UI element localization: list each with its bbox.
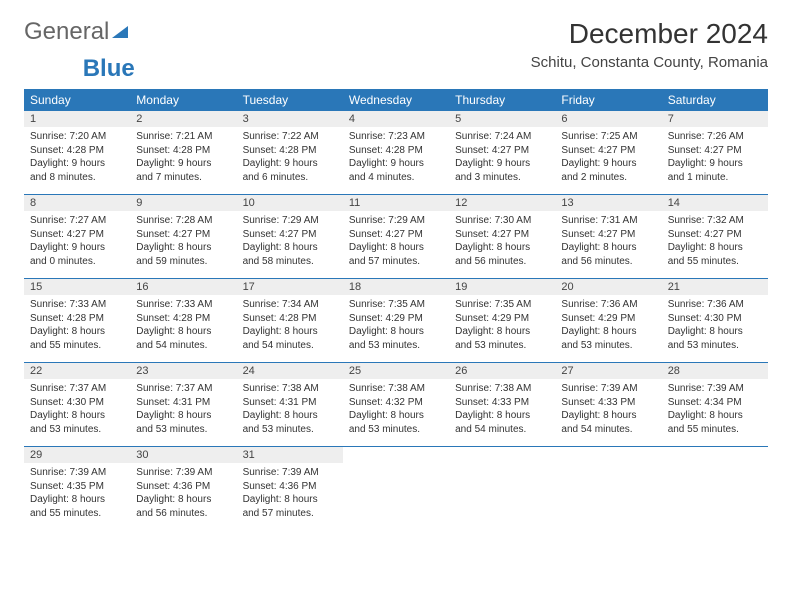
day-number-cell: 7 xyxy=(662,111,768,127)
day-detail-cell: Sunrise: 7:30 AMSunset: 4:27 PMDaylight:… xyxy=(449,211,555,279)
day-number-cell: 22 xyxy=(24,363,130,380)
dayhead-fri: Friday xyxy=(555,89,661,111)
day-detail-cell: Sunrise: 7:29 AMSunset: 4:27 PMDaylight:… xyxy=(237,211,343,279)
day-number-cell: 14 xyxy=(662,195,768,212)
week-number-row: 15161718192021 xyxy=(24,279,768,296)
month-title: December 2024 xyxy=(531,18,768,50)
day-detail-cell: Sunrise: 7:37 AMSunset: 4:31 PMDaylight:… xyxy=(130,379,236,447)
day-detail-cell: Sunrise: 7:38 AMSunset: 4:31 PMDaylight:… xyxy=(237,379,343,447)
day-detail-cell: Sunrise: 7:39 AMSunset: 4:33 PMDaylight:… xyxy=(555,379,661,447)
day-number-cell: 29 xyxy=(24,447,130,464)
day-detail-cell: Sunrise: 7:33 AMSunset: 4:28 PMDaylight:… xyxy=(24,295,130,363)
day-detail-cell: Sunrise: 7:32 AMSunset: 4:27 PMDaylight:… xyxy=(662,211,768,279)
day-number-cell xyxy=(343,447,449,464)
day-detail-cell xyxy=(555,463,661,530)
day-number-cell xyxy=(449,447,555,464)
week-detail-row: Sunrise: 7:39 AMSunset: 4:35 PMDaylight:… xyxy=(24,463,768,530)
day-detail-cell: Sunrise: 7:39 AMSunset: 4:36 PMDaylight:… xyxy=(237,463,343,530)
day-number-cell: 1 xyxy=(24,111,130,127)
day-detail-cell: Sunrise: 7:25 AMSunset: 4:27 PMDaylight:… xyxy=(555,127,661,195)
day-detail-cell: Sunrise: 7:31 AMSunset: 4:27 PMDaylight:… xyxy=(555,211,661,279)
day-number-cell: 10 xyxy=(237,195,343,212)
calendar-table: Sunday Monday Tuesday Wednesday Thursday… xyxy=(24,89,768,530)
day-number-cell: 17 xyxy=(237,279,343,296)
day-number-cell: 5 xyxy=(449,111,555,127)
day-number-cell xyxy=(662,447,768,464)
day-detail-cell xyxy=(449,463,555,530)
day-number-cell: 23 xyxy=(130,363,236,380)
day-number-cell: 8 xyxy=(24,195,130,212)
dayhead-mon: Monday xyxy=(130,89,236,111)
triangle-icon xyxy=(112,23,132,41)
calendar-body: 1234567Sunrise: 7:20 AMSunset: 4:28 PMDa… xyxy=(24,111,768,530)
day-detail-cell: Sunrise: 7:37 AMSunset: 4:30 PMDaylight:… xyxy=(24,379,130,447)
day-detail-cell: Sunrise: 7:26 AMSunset: 4:27 PMDaylight:… xyxy=(662,127,768,195)
day-header-row: Sunday Monday Tuesday Wednesday Thursday… xyxy=(24,89,768,111)
logo-text-general: General xyxy=(24,18,109,46)
day-number-cell: 3 xyxy=(237,111,343,127)
day-detail-cell: Sunrise: 7:27 AMSunset: 4:27 PMDaylight:… xyxy=(24,211,130,279)
day-number-cell: 11 xyxy=(343,195,449,212)
logo-text-blue: Blue xyxy=(83,55,135,82)
day-detail-cell: Sunrise: 7:38 AMSunset: 4:32 PMDaylight:… xyxy=(343,379,449,447)
day-detail-cell: Sunrise: 7:35 AMSunset: 4:29 PMDaylight:… xyxy=(449,295,555,363)
day-detail-cell: Sunrise: 7:39 AMSunset: 4:35 PMDaylight:… xyxy=(24,463,130,530)
day-detail-cell: Sunrise: 7:36 AMSunset: 4:30 PMDaylight:… xyxy=(662,295,768,363)
day-number-cell: 21 xyxy=(662,279,768,296)
day-number-cell: 31 xyxy=(237,447,343,464)
day-detail-cell: Sunrise: 7:35 AMSunset: 4:29 PMDaylight:… xyxy=(343,295,449,363)
dayhead-thu: Thursday xyxy=(449,89,555,111)
week-detail-row: Sunrise: 7:33 AMSunset: 4:28 PMDaylight:… xyxy=(24,295,768,363)
day-number-cell: 13 xyxy=(555,195,661,212)
day-number-cell: 26 xyxy=(449,363,555,380)
day-detail-cell xyxy=(343,463,449,530)
day-detail-cell: Sunrise: 7:21 AMSunset: 4:28 PMDaylight:… xyxy=(130,127,236,195)
day-number-cell: 19 xyxy=(449,279,555,296)
day-number-cell xyxy=(555,447,661,464)
day-number-cell: 20 xyxy=(555,279,661,296)
day-number-cell: 25 xyxy=(343,363,449,380)
day-detail-cell: Sunrise: 7:23 AMSunset: 4:28 PMDaylight:… xyxy=(343,127,449,195)
logo: General xyxy=(24,18,132,46)
day-number-cell: 27 xyxy=(555,363,661,380)
dayhead-tue: Tuesday xyxy=(237,89,343,111)
day-detail-cell: Sunrise: 7:20 AMSunset: 4:28 PMDaylight:… xyxy=(24,127,130,195)
day-detail-cell: Sunrise: 7:38 AMSunset: 4:33 PMDaylight:… xyxy=(449,379,555,447)
logo-line2: GeneBlue xyxy=(24,55,768,83)
week-detail-row: Sunrise: 7:20 AMSunset: 4:28 PMDaylight:… xyxy=(24,127,768,195)
day-number-cell: 2 xyxy=(130,111,236,127)
day-detail-cell: Sunrise: 7:39 AMSunset: 4:34 PMDaylight:… xyxy=(662,379,768,447)
week-number-row: 22232425262728 xyxy=(24,363,768,380)
day-number-cell: 9 xyxy=(130,195,236,212)
day-detail-cell: Sunrise: 7:34 AMSunset: 4:28 PMDaylight:… xyxy=(237,295,343,363)
day-detail-cell: Sunrise: 7:33 AMSunset: 4:28 PMDaylight:… xyxy=(130,295,236,363)
day-number-cell: 18 xyxy=(343,279,449,296)
dayhead-wed: Wednesday xyxy=(343,89,449,111)
day-number-cell: 4 xyxy=(343,111,449,127)
day-detail-cell xyxy=(662,463,768,530)
day-number-cell: 30 xyxy=(130,447,236,464)
day-number-cell: 12 xyxy=(449,195,555,212)
day-detail-cell: Sunrise: 7:29 AMSunset: 4:27 PMDaylight:… xyxy=(343,211,449,279)
day-detail-cell: Sunrise: 7:28 AMSunset: 4:27 PMDaylight:… xyxy=(130,211,236,279)
day-number-cell: 24 xyxy=(237,363,343,380)
week-number-row: 891011121314 xyxy=(24,195,768,212)
week-number-row: 1234567 xyxy=(24,111,768,127)
week-detail-row: Sunrise: 7:37 AMSunset: 4:30 PMDaylight:… xyxy=(24,379,768,447)
day-number-cell: 28 xyxy=(662,363,768,380)
day-detail-cell: Sunrise: 7:36 AMSunset: 4:29 PMDaylight:… xyxy=(555,295,661,363)
day-number-cell: 6 xyxy=(555,111,661,127)
dayhead-sat: Saturday xyxy=(662,89,768,111)
day-detail-cell: Sunrise: 7:39 AMSunset: 4:36 PMDaylight:… xyxy=(130,463,236,530)
day-detail-cell: Sunrise: 7:24 AMSunset: 4:27 PMDaylight:… xyxy=(449,127,555,195)
day-number-cell: 15 xyxy=(24,279,130,296)
day-detail-cell: Sunrise: 7:22 AMSunset: 4:28 PMDaylight:… xyxy=(237,127,343,195)
day-number-cell: 16 xyxy=(130,279,236,296)
dayhead-sun: Sunday xyxy=(24,89,130,111)
week-number-row: 293031 xyxy=(24,447,768,464)
week-detail-row: Sunrise: 7:27 AMSunset: 4:27 PMDaylight:… xyxy=(24,211,768,279)
